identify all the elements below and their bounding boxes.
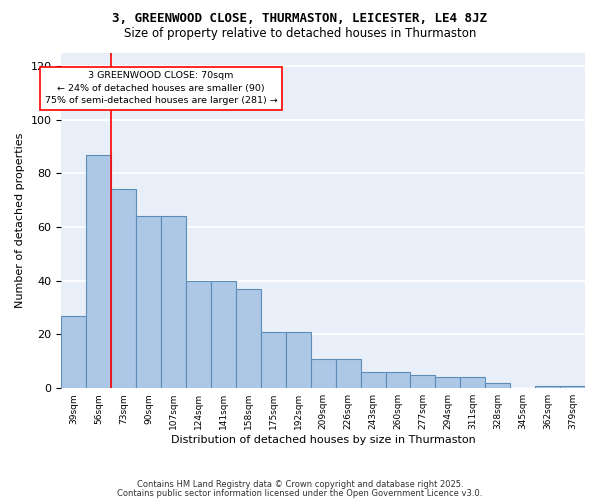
Bar [236, 289, 261, 388]
Bar [535, 386, 560, 388]
Text: 3, GREENWOOD CLOSE, THURMASTON, LEICESTER, LE4 8JZ: 3, GREENWOOD CLOSE, THURMASTON, LEICESTE… [113, 12, 487, 26]
Bar [186, 281, 211, 388]
Text: Contains HM Land Registry data © Crown copyright and database right 2025.: Contains HM Land Registry data © Crown c… [137, 480, 463, 489]
Text: 3 GREENWOOD CLOSE: 70sqm
← 24% of detached houses are smaller (90)
75% of semi-d: 3 GREENWOOD CLOSE: 70sqm ← 24% of detach… [45, 72, 278, 106]
Bar [111, 190, 136, 388]
Y-axis label: Number of detached properties: Number of detached properties [15, 132, 25, 308]
Bar [485, 383, 510, 388]
Bar [161, 216, 186, 388]
Text: Contains public sector information licensed under the Open Government Licence v3: Contains public sector information licen… [118, 488, 482, 498]
Bar [211, 281, 236, 388]
Bar [311, 358, 335, 388]
Bar [361, 372, 386, 388]
Bar [436, 378, 460, 388]
Bar [286, 332, 311, 388]
Bar [335, 358, 361, 388]
Bar [136, 216, 161, 388]
Bar [410, 375, 436, 388]
Text: Size of property relative to detached houses in Thurmaston: Size of property relative to detached ho… [124, 28, 476, 40]
Bar [386, 372, 410, 388]
Bar [460, 378, 485, 388]
Bar [560, 386, 585, 388]
Bar [261, 332, 286, 388]
Bar [61, 316, 86, 388]
Bar [86, 154, 111, 388]
X-axis label: Distribution of detached houses by size in Thurmaston: Distribution of detached houses by size … [171, 435, 476, 445]
